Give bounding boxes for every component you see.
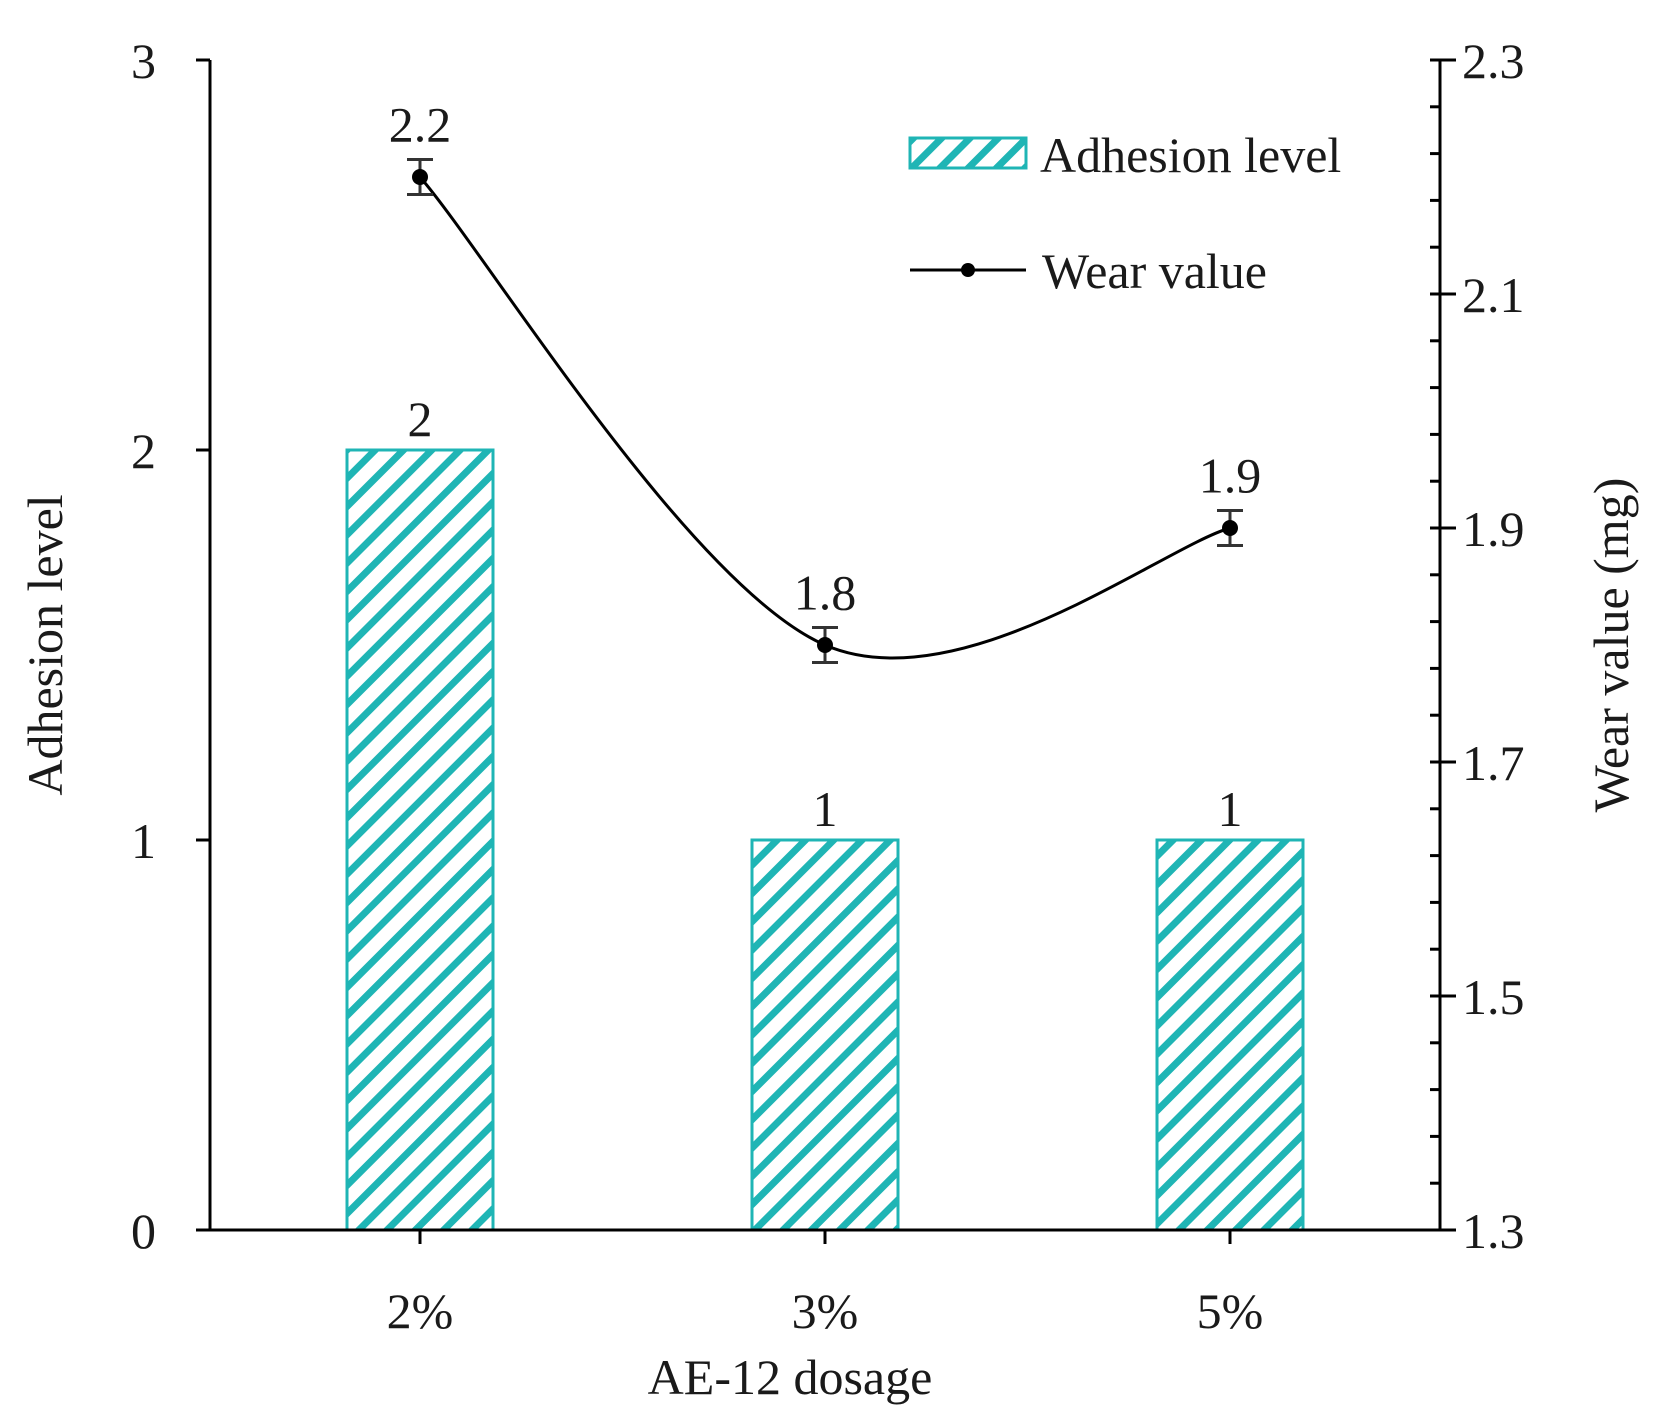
right-axis-tick-label: 1.3	[1462, 1203, 1525, 1259]
y-axis-title-left: Adhesion level	[17, 494, 73, 795]
bar-3%	[750, 838, 900, 1232]
x-axis-tick-label: 3%	[792, 1283, 859, 1339]
wear-value-line	[418, 176, 1231, 660]
wear-value-label: 2.2	[389, 96, 452, 152]
legend-label-wear: Wear value	[1042, 243, 1267, 299]
wear-point	[817, 637, 833, 653]
x-axis-title: AE-12 dosage	[648, 1349, 933, 1405]
wear-value-label: 1.8	[794, 564, 857, 620]
x-axis-tick-label: 2%	[387, 1283, 454, 1339]
bar-5%	[1155, 838, 1305, 1232]
line-layer: 2.2 1.8 1.9	[389, 96, 1262, 665]
legend-swatch-wear-marker	[961, 263, 975, 277]
legend: Adhesion level Wear value	[908, 127, 1341, 299]
legend-label-adhesion: Adhesion level	[1040, 127, 1341, 183]
y-axis-title-right: Wear value (mg)	[1583, 478, 1639, 813]
ticks-layer: 0 1 2 3 1.3 1.5 1.7 1.9 2.1 2.3 2% 3% 5%	[131, 33, 1525, 1339]
wear-value-label: 1.9	[1199, 447, 1262, 503]
x-axis-tick-label: 5%	[1197, 1283, 1264, 1339]
bars-layer: 2 1 1	[345, 391, 1305, 1232]
bar-value-label: 2	[408, 391, 433, 447]
right-axis-tick-label: 2.3	[1462, 33, 1525, 89]
left-axis-tick-label: 2	[131, 423, 156, 479]
legend-swatch-adhesion	[908, 136, 1028, 170]
axes-layer	[200, 60, 1442, 1232]
bar-2%	[345, 448, 495, 1232]
right-axis-tick-label: 1.9	[1462, 501, 1525, 557]
right-axis-tick-label: 1.7	[1462, 735, 1525, 791]
wear-point	[412, 169, 428, 185]
left-axis-tick-label: 3	[131, 33, 156, 89]
bar-value-label: 1	[1218, 781, 1243, 837]
right-axis-tick-label: 1.5	[1462, 969, 1525, 1025]
left-axis-tick-label: 1	[131, 813, 156, 869]
left-axis-tick-label: 0	[131, 1203, 156, 1259]
right-axis-tick-label: 2.1	[1462, 267, 1525, 323]
bar-value-label: 1	[813, 781, 838, 837]
wear-point	[1222, 520, 1238, 536]
